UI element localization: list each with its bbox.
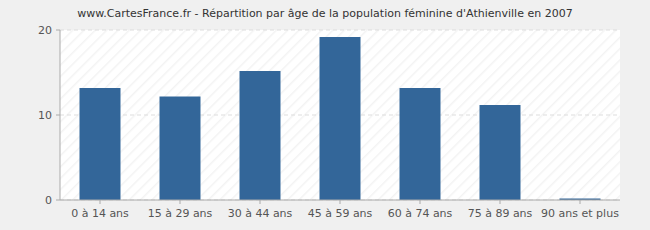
y-tick <box>56 30 60 31</box>
x-tick-label: 30 à 44 ans <box>228 207 293 220</box>
bar <box>240 72 280 201</box>
y-tick-label: 0 <box>45 194 52 207</box>
bar <box>480 106 520 201</box>
chart-svg: www.CartesFrance.fr - Répartition par âg… <box>0 0 650 230</box>
y-tick-label: 20 <box>38 24 52 37</box>
x-tick-label: 15 à 29 ans <box>148 207 213 220</box>
x-tick <box>180 200 181 204</box>
x-tick <box>340 200 341 204</box>
bars <box>80 38 600 201</box>
chart-container: www.CartesFrance.fr - Répartition par âg… <box>0 0 650 230</box>
y-tick <box>56 115 60 116</box>
x-tick-label: 45 à 59 ans <box>308 207 373 220</box>
y-axis <box>60 30 61 200</box>
bar <box>400 89 440 201</box>
bar <box>80 89 120 201</box>
grid-line <box>60 30 620 31</box>
x-tick-label: 90 ans et plus <box>541 207 619 220</box>
y-tick <box>56 200 60 201</box>
x-tick-label: 75 à 89 ans <box>468 207 533 220</box>
background <box>0 0 650 230</box>
plot-hatch <box>60 30 620 200</box>
bar <box>160 97 200 200</box>
bar <box>320 38 360 201</box>
y-tick-label: 10 <box>38 109 52 122</box>
title: www.CartesFrance.fr - Répartition par âg… <box>77 7 572 20</box>
x-tick <box>500 200 501 204</box>
x-tick <box>100 200 101 204</box>
x-tick <box>260 200 261 204</box>
x-tick-label: 0 à 14 ans <box>71 207 129 220</box>
x-tick-label: 60 à 74 ans <box>388 207 453 220</box>
x-tick <box>580 200 581 204</box>
plot-area <box>60 30 620 200</box>
x-tick <box>420 200 421 204</box>
